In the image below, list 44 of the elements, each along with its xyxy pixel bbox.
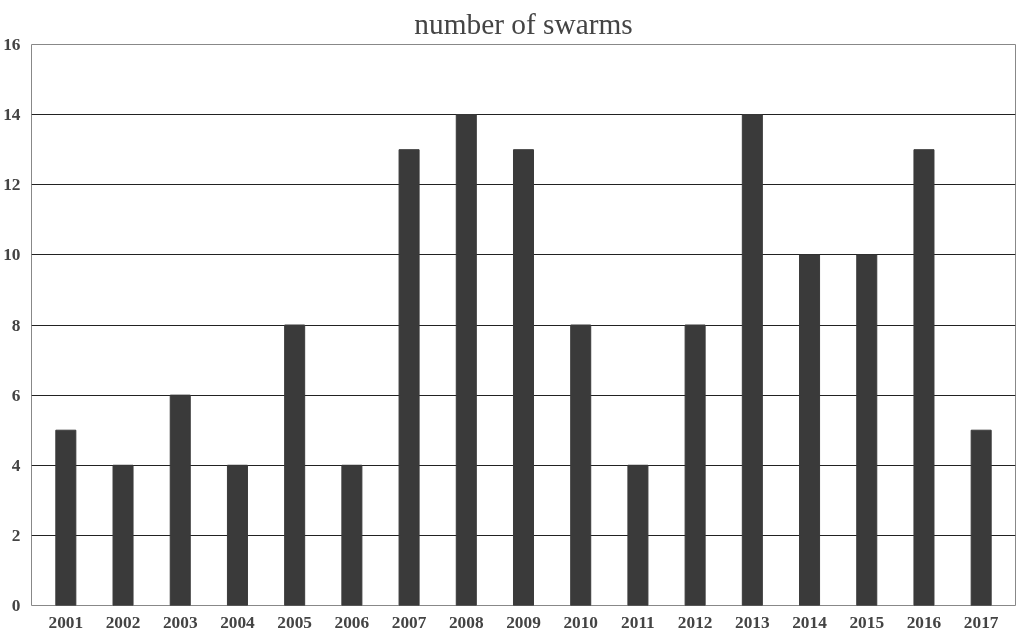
- x-tick-label: 2003: [162, 612, 198, 632]
- bar: [913, 149, 935, 606]
- x-tick-label: 2014: [792, 612, 828, 632]
- y-tick-label: 10: [3, 245, 21, 265]
- x-tick-label: 2011: [621, 612, 655, 632]
- x-tick-label: 2007: [391, 612, 427, 632]
- bar: [570, 324, 592, 606]
- bar: [284, 324, 306, 606]
- x-tick-label: 2002: [105, 612, 141, 632]
- bar: [169, 394, 191, 606]
- y-tick-label: 2: [11, 525, 21, 545]
- x-tick-label: 2009: [506, 612, 542, 632]
- x-tick-label: 2001: [48, 612, 84, 632]
- y-tick-label: 14: [3, 105, 21, 125]
- x-tick-label: 2015: [849, 612, 885, 632]
- y-tick-label: 4: [11, 455, 21, 475]
- bar: [455, 114, 477, 606]
- x-tick-label: 2004: [220, 612, 256, 632]
- x-tick-label: 2017: [963, 612, 999, 632]
- bar: [226, 464, 248, 606]
- bar: [856, 254, 878, 606]
- y-tick-label: 12: [3, 175, 21, 195]
- x-tick-label: 2005: [277, 612, 313, 632]
- y-tick-label: 16: [3, 35, 21, 54]
- x-tick-label: 2016: [906, 612, 942, 632]
- bar: [684, 324, 706, 606]
- bar: [799, 254, 821, 606]
- bar: [55, 429, 77, 606]
- y-tick-label: 6: [11, 385, 21, 405]
- x-tick-label: 2013: [735, 612, 770, 632]
- x-tick-label: 2008: [448, 612, 484, 632]
- bar: [741, 114, 763, 606]
- x-tick-label: 2010: [563, 612, 599, 632]
- bar: [970, 429, 992, 606]
- x-tick-label: 2012: [677, 612, 713, 632]
- x-tick-label: 2006: [334, 612, 370, 632]
- bar: [627, 464, 649, 606]
- y-tick-label: 0: [11, 596, 21, 615]
- chart-title: number of swarms: [414, 7, 633, 40]
- y-tick-label: 8: [11, 315, 21, 335]
- bar: [112, 464, 134, 606]
- bar: [398, 149, 420, 606]
- bar: [512, 149, 535, 606]
- bar: [341, 464, 363, 606]
